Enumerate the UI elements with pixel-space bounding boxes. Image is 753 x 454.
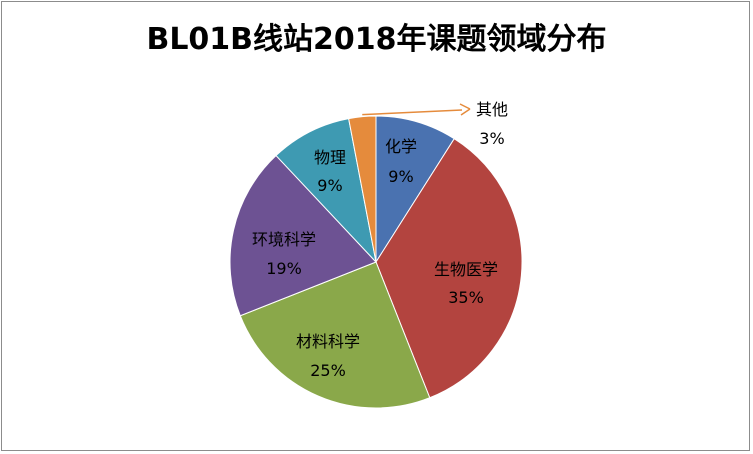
pie-slice-4 <box>275 118 377 264</box>
slice-percent-4: 9% <box>317 176 342 195</box>
leader-line <box>362 109 463 116</box>
slice-label-1: 生物医学 <box>434 260 498 279</box>
pie-slice-2 <box>239 261 431 409</box>
slice-percent-1: 35% <box>448 288 484 307</box>
pie-slice-1 <box>375 138 523 399</box>
slice-percent-2: 25% <box>310 361 346 380</box>
slice-label-2: 材料科学 <box>296 332 360 351</box>
pie-slice-0 <box>375 115 455 264</box>
slice-percent-0: 9% <box>388 167 413 186</box>
slice-percent-5: 3% <box>479 129 504 148</box>
slice-label-0: 化学 <box>385 137 417 156</box>
pie-slice-3 <box>229 154 377 317</box>
slice-label-3: 环境科学 <box>252 230 316 249</box>
leader-arrowhead <box>459 103 471 116</box>
chart-title: BL01B线站2018年课题领域分布 <box>146 22 607 57</box>
pie-slice-5 <box>348 115 377 263</box>
slice-label-5: 其他 <box>476 100 508 119</box>
slice-label-4: 物理 <box>314 148 346 167</box>
slice-percent-3: 19% <box>266 259 302 278</box>
